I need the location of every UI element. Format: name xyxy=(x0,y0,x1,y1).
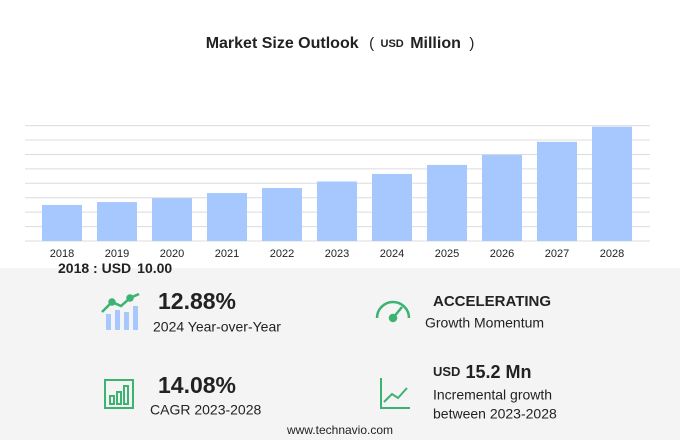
kpi-currency: USD xyxy=(433,364,460,379)
plot: 2018 2019 2020 2021 2022 2023 2024 2025 2026 2027… xyxy=(25,125,650,260)
kpi-value-row: USD 15.2 Mn xyxy=(433,362,531,382)
x-tick-label: 2021 xyxy=(215,248,239,260)
kpi-value: ACCELERATING xyxy=(433,293,551,310)
x-tick-label: 2026 xyxy=(490,248,514,260)
kpi-label: between 2023-2028 xyxy=(433,406,557,422)
bar xyxy=(262,187,302,241)
x-tick-label: 2028 xyxy=(600,248,624,260)
kpi-label: CAGR 2023-2028 xyxy=(150,402,262,418)
kpi-label: 2024 Year-over-Year xyxy=(153,319,281,335)
bar xyxy=(482,154,522,241)
title-currency: USD xyxy=(381,38,404,50)
base-label: 2018 : USD xyxy=(58,260,131,276)
x-tick-label: 2024 xyxy=(380,248,404,260)
icon-cagr xyxy=(104,379,134,409)
kpi-label: Incremental growth xyxy=(433,387,552,403)
x-tick-label: 2022 xyxy=(270,248,294,260)
base-year-label: 2018 : USD 10.00 xyxy=(58,260,172,276)
icon-incremental xyxy=(380,378,410,409)
title-paren: ( xyxy=(369,35,374,52)
bar xyxy=(372,173,412,241)
kpi-value: 12.88% xyxy=(158,288,236,314)
bar xyxy=(427,164,467,241)
x-tick-label: 2020 xyxy=(160,248,184,260)
chart-title-row: Market Size Outlook ( USD Million ) xyxy=(206,35,475,52)
bar xyxy=(42,204,82,241)
chart-title: Market Size Outlook xyxy=(206,35,359,52)
footer: www.technavio.com xyxy=(286,423,393,437)
x-tick-label: 2018 xyxy=(50,248,74,260)
title-unit: Million xyxy=(410,35,461,52)
base-value: 10.00 xyxy=(137,260,172,276)
x-tick-label: 2019 xyxy=(105,248,129,260)
kpi-panel xyxy=(0,268,680,440)
bar xyxy=(152,198,192,241)
x-tick-label: 2027 xyxy=(545,248,569,260)
title-paren: ) xyxy=(469,35,474,52)
bar xyxy=(317,181,357,241)
x-tick-label: 2025 xyxy=(435,248,459,260)
kpi-value: 14.08% xyxy=(158,372,236,398)
bar xyxy=(97,202,137,241)
bar xyxy=(592,126,632,241)
bar xyxy=(537,141,577,241)
bar xyxy=(207,193,247,241)
kpi-label: Growth Momentum xyxy=(425,315,544,331)
kpi-value: 15.2 Mn xyxy=(465,362,531,382)
icon-growth xyxy=(101,292,140,330)
icon-gauge xyxy=(375,300,411,323)
x-tick-label: 2023 xyxy=(325,248,349,260)
